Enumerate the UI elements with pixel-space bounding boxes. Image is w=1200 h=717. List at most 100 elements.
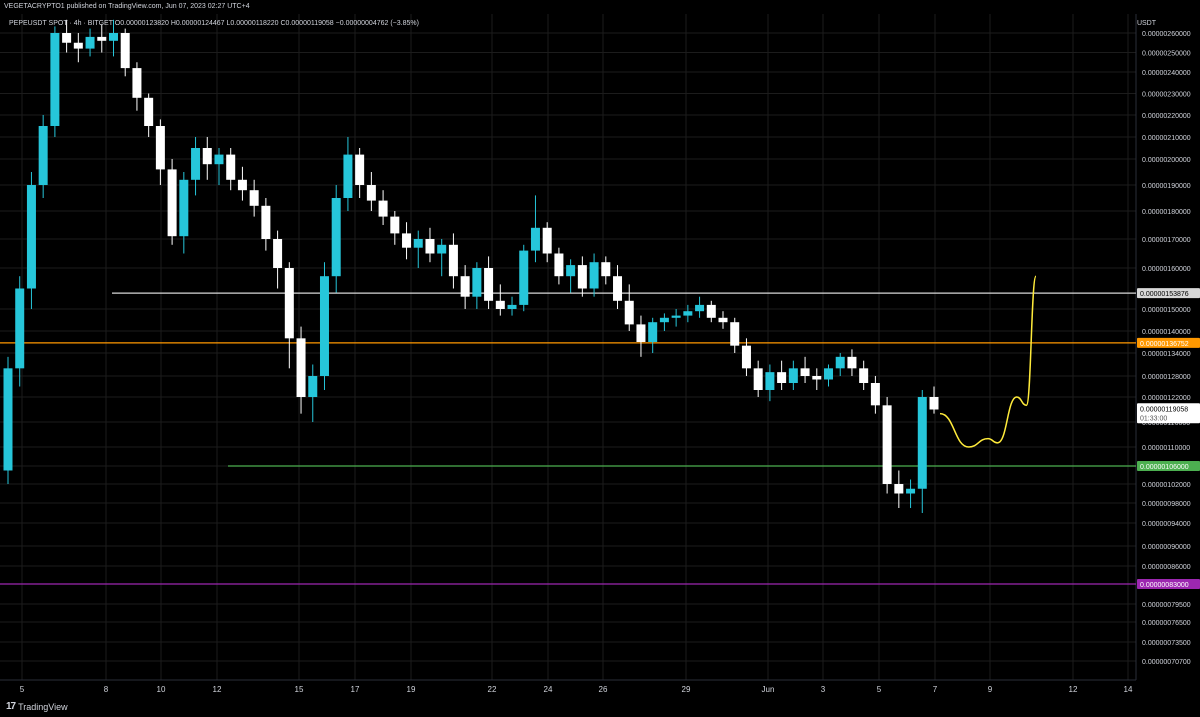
candle-body [929,397,939,410]
candle-body [530,227,540,251]
candle-body [144,97,154,126]
candle-body [718,317,728,323]
candle-body [636,324,646,342]
candle-body [589,262,599,289]
candle-body [835,356,845,369]
tradingview-footer[interactable]: 17 TradingView [6,701,68,712]
candle-body [448,244,458,277]
candle-body [85,36,95,49]
candle-body [870,383,880,406]
price-tick-label: 0.00000150000 [1142,307,1191,314]
time-tick-label: 10 [157,685,166,694]
candle-body [566,265,576,277]
candle-body [507,304,517,309]
price-tick-label: 0.00000070700 [1142,659,1191,666]
candle-body [214,154,224,165]
candle-body [261,205,271,239]
price-tick-label: 0.00000110000 [1142,445,1190,452]
candle-body [812,376,822,380]
last-price-tag [1137,403,1200,424]
candle-body [460,276,470,297]
time-tick-label: 12 [213,685,222,694]
price-tick-label: 0.00000090000 [1142,544,1191,551]
candle-body [26,185,36,289]
price-level-tag-label: 0.00000153876 [1140,291,1189,298]
candle-body [495,300,505,309]
time-tick-label: 5 [20,685,25,694]
price-tick-label: 0.00000220000 [1142,113,1191,120]
price-tick-label: 0.00000230000 [1142,92,1191,99]
price-tick-label: 0.00000102000 [1142,482,1191,489]
price-tick-label: 0.00000098000 [1142,501,1191,508]
candle-body [273,239,283,268]
candle-body [906,488,916,494]
currency-unit-label: USDT [1136,20,1156,27]
time-tick-label: 24 [544,685,553,694]
candle-body [777,372,787,383]
price-tick-label: 0.00000160000 [1142,266,1191,273]
candle-body [882,405,892,484]
time-tick-label: 3 [821,685,826,694]
price-tick-label: 0.00000079500 [1142,602,1191,609]
tradingview-logo: 17 [6,701,16,712]
candle-body [519,250,529,305]
price-tick-label: 0.00000076500 [1142,620,1191,627]
last-price-countdown: 01:33:00 [1140,415,1167,422]
candle-body [577,265,587,289]
price-tick-label: 0.00000094000 [1142,521,1191,528]
candle-body [472,268,482,297]
last-price-label: 0.00000119058 [1140,406,1188,413]
time-tick-label: 12 [1069,685,1078,694]
candle-body [378,200,388,217]
candle-body [390,216,400,234]
publisher-caption: VEGETACRYPTO1 published on TradingView.c… [4,3,250,10]
candle-body [765,372,775,390]
price-tick-label: 0.00000128000 [1142,374,1191,381]
price-tick-label: 0.00000190000 [1142,183,1191,190]
time-tick-label: 5 [877,685,882,694]
candle-body [484,268,494,301]
candle-body [402,233,412,248]
candle-body [355,154,365,185]
candle-body [413,239,423,248]
time-tick-label: 8 [104,685,109,694]
candle-body [202,148,212,165]
symbol-ohlc-legend: PEPEUSDT SPOT · 4h · BITGET O0.000001238… [9,20,419,27]
candle-body [624,300,634,325]
price-level-tag-label: 0.00000083000 [1140,582,1189,589]
candle-body [859,368,869,383]
candle-body [366,185,376,201]
price-level-tag [1137,461,1200,471]
time-tick-label: 14 [1124,685,1133,694]
candle-body [741,345,751,369]
candle-body [847,356,857,369]
candle-body [179,179,189,237]
candle-body [917,397,927,489]
candle-body [62,33,72,43]
time-tick-label: 26 [599,685,608,694]
price-tick-label: 0.00000086000 [1142,564,1191,571]
candle-body [3,368,13,471]
time-tick-label: 17 [351,685,360,694]
time-tick-label: 15 [295,685,304,694]
price-tick-label: 0.00000180000 [1142,209,1191,216]
candle-body [237,179,247,191]
candle-body [648,322,658,342]
candle-body [437,244,447,254]
time-tick-label: 19 [407,685,416,694]
candle-body [659,317,669,323]
candle-body [120,33,130,69]
price-tick-label: 0.00000134000 [1142,351,1191,358]
price-tick-label: 0.00000200000 [1142,157,1191,164]
candle-body [167,169,177,237]
time-tick-label: Jun [762,685,775,694]
candle-body [284,268,294,339]
price-tick-label: 0.00000240000 [1142,70,1191,77]
candle-body [824,368,834,380]
price-tick-label: 0.00000250000 [1142,51,1191,58]
candle-body [894,484,904,494]
price-level-tag-label: 0.00000106000 [1140,464,1189,471]
candle-body [695,304,705,312]
candle-body [15,288,25,369]
